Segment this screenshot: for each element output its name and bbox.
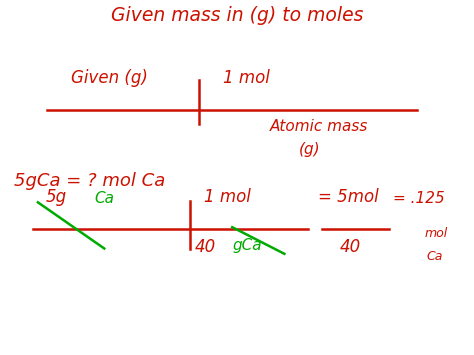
- Text: Ca: Ca: [427, 250, 443, 263]
- Text: Given (g): Given (g): [71, 69, 147, 87]
- Text: 1 mol: 1 mol: [223, 69, 270, 87]
- Text: 5g: 5g: [45, 188, 66, 206]
- Text: (g): (g): [299, 142, 320, 157]
- Text: = .125: = .125: [393, 191, 445, 206]
- Text: Given mass in (g) to moles: Given mass in (g) to moles: [111, 6, 363, 25]
- Text: 40: 40: [194, 238, 216, 256]
- Text: 5gCa = ? mol Ca: 5gCa = ? mol Ca: [14, 172, 165, 190]
- Text: gCa: gCa: [232, 238, 262, 253]
- Text: 1 mol: 1 mol: [204, 188, 251, 206]
- Text: Ca: Ca: [95, 191, 115, 206]
- Text: Atomic mass: Atomic mass: [270, 119, 369, 134]
- Text: 40: 40: [340, 238, 361, 256]
- Text: mol: mol: [424, 227, 447, 240]
- Text: = 5mol: = 5mol: [318, 188, 378, 206]
